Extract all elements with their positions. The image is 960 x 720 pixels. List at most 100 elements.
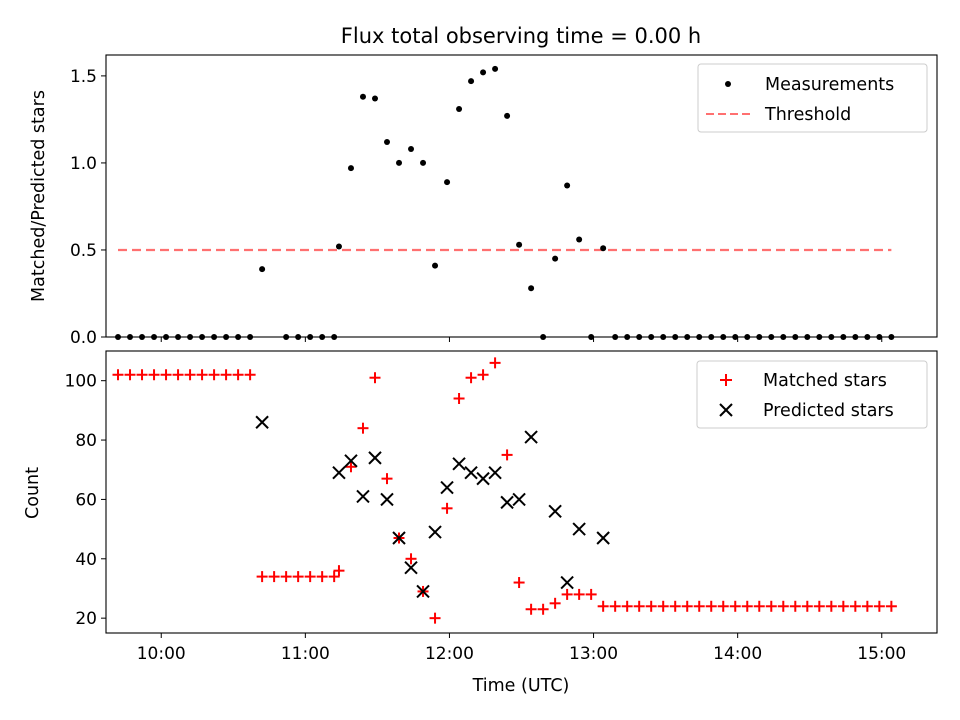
matched-star-point — [136, 369, 148, 381]
measurement-point — [408, 146, 415, 152]
top-axes: 0.0 0.5 1.0 1.5 Matched/Predicted stars Mea… — [29, 54, 938, 348]
legend-threshold-label: Threshold — [764, 105, 851, 125]
matched-star-point — [465, 372, 477, 384]
matched-star-point — [573, 588, 585, 600]
measurement-point — [600, 245, 607, 252]
matched-star-point — [633, 600, 645, 612]
x-tick-label: 10:00 — [137, 644, 186, 664]
top-legend-box — [697, 63, 928, 133]
matched-star-point — [813, 600, 825, 612]
y-tick-label: 1.0 — [70, 154, 97, 174]
chart-title: Flux total observing time = 0.00 h — [341, 24, 701, 48]
predicted-star-point — [452, 457, 466, 471]
matched-star-point — [184, 369, 196, 381]
matched-star-point — [789, 600, 801, 612]
y-tick-label: 80 — [75, 431, 97, 451]
matched-star-point — [801, 600, 813, 612]
legend-matched-marker — [720, 374, 732, 386]
matched-star-point — [513, 577, 525, 589]
legend-measurements-label: Measurements — [765, 75, 894, 95]
matched-star-point — [657, 600, 669, 612]
matched-star-point — [405, 553, 417, 565]
measurement-point — [456, 105, 463, 112]
measurement-point — [492, 65, 499, 72]
measurement-point — [528, 285, 535, 292]
matched-star-point — [280, 571, 292, 583]
matched-star-point — [525, 603, 537, 615]
top-x-ticks — [160, 337, 883, 342]
matched-star-point — [112, 369, 124, 381]
matched-star-point — [208, 369, 220, 381]
matched-star-point — [705, 600, 717, 612]
bottom-x-ticks: 10:00 11:00 12:00 13:00 14:00 15:00 — [137, 633, 906, 664]
predicted-star-point — [392, 531, 406, 545]
bottom-legend-box — [696, 360, 928, 429]
matched-star-point — [753, 600, 765, 612]
predicted-star-point — [548, 504, 562, 519]
matched-star-point — [681, 600, 693, 612]
matched-star-point — [369, 372, 381, 384]
matched-star-point — [441, 502, 453, 514]
matched-star-point — [717, 600, 729, 612]
matched-star-point — [357, 422, 369, 434]
matched-star-point — [585, 588, 597, 600]
measurement-point — [359, 93, 366, 100]
predicted-star-point — [344, 454, 358, 468]
matched-star-point — [825, 600, 837, 612]
predicted-star-point — [464, 465, 478, 480]
matched-star-point — [537, 603, 549, 615]
y-tick-label: 40 — [75, 550, 97, 570]
bottom-y-ticks: 20 40 60 80 100 — [65, 372, 106, 629]
measurement-point — [564, 182, 571, 189]
measurement-point — [468, 78, 475, 85]
matched-star-point — [124, 369, 136, 381]
measurement-point — [335, 243, 342, 250]
measurement-point — [371, 95, 378, 102]
predicted-star-point — [356, 489, 370, 504]
matched-star-point — [333, 565, 345, 577]
matched-star-point — [777, 600, 789, 612]
predicted-star-point — [332, 465, 346, 480]
matched-star-point — [220, 369, 232, 381]
matched-star-point — [549, 597, 561, 609]
matched-star-point — [861, 600, 873, 612]
predicted-star-point — [476, 471, 490, 486]
predicted-star-point — [255, 415, 269, 429]
x-tick-label: 14:00 — [713, 644, 762, 664]
matched-star-point — [489, 357, 501, 369]
predicted-star-point — [488, 465, 502, 480]
legend-measurements-marker — [725, 81, 731, 87]
matched-star-point — [292, 571, 304, 583]
legend-predicted-label: Predicted stars — [763, 401, 894, 421]
matched-star-point — [453, 392, 465, 404]
bottom-axes-frame — [105, 350, 938, 634]
matched-star-point — [232, 369, 244, 381]
matched-star-point — [693, 600, 705, 612]
matched-star-point — [837, 600, 849, 612]
y-tick-label: 0.0 — [70, 328, 97, 348]
bottom-axes: 20 40 60 80 100 10:00 11:00 12:00 13:00 14:00 15:… — [23, 350, 938, 696]
bottom-y-axis-label: Count — [23, 467, 43, 519]
matched-star-point — [328, 571, 340, 583]
predicted-star-point — [368, 451, 382, 465]
predicted-star-point — [596, 531, 610, 545]
predicted-star-point — [524, 430, 538, 444]
measurement-point — [516, 241, 523, 248]
predicted-star-point — [572, 522, 586, 536]
measurement-point — [420, 159, 427, 166]
predicted-star-point — [560, 575, 574, 590]
x-tick-label: 12:00 — [425, 644, 474, 664]
matched-star-point — [477, 369, 489, 381]
measurement-point — [504, 112, 511, 119]
matched-star-point — [597, 600, 609, 612]
x-axis-label: Time (UTC) — [472, 676, 570, 696]
measurement-point — [396, 159, 403, 166]
matched-star-point — [621, 600, 633, 612]
y-tick-label: 0.5 — [70, 241, 97, 261]
predicted-star-point — [380, 492, 394, 507]
matched-star-point — [244, 369, 256, 381]
predicted-star-point — [500, 495, 514, 510]
measurement-point — [384, 139, 391, 146]
matched-star-point — [873, 600, 885, 612]
